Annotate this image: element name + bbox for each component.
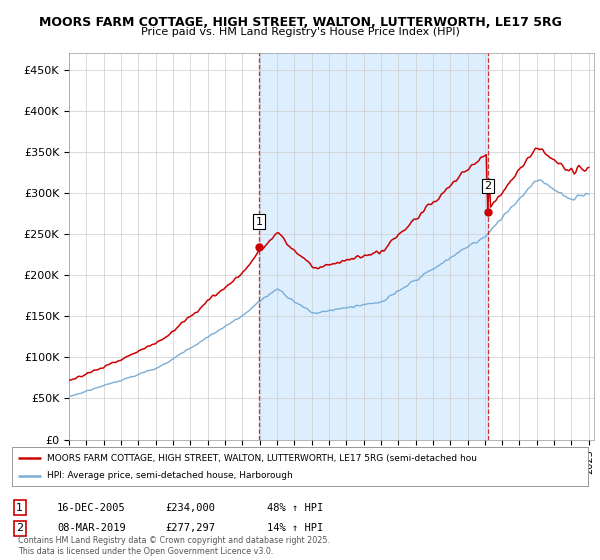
Text: 08-MAR-2019: 08-MAR-2019 <box>57 523 126 533</box>
Text: 2: 2 <box>484 181 491 191</box>
Text: MOORS FARM COTTAGE, HIGH STREET, WALTON, LUTTERWORTH, LE17 5RG: MOORS FARM COTTAGE, HIGH STREET, WALTON,… <box>38 16 562 29</box>
Text: 48% ↑ HPI: 48% ↑ HPI <box>267 503 323 513</box>
Text: 16-DEC-2005: 16-DEC-2005 <box>57 503 126 513</box>
Bar <box>259 53 488 440</box>
Text: 1: 1 <box>256 217 262 227</box>
Text: MOORS FARM COTTAGE, HIGH STREET, WALTON, LUTTERWORTH, LE17 5RG (semi-detached ho: MOORS FARM COTTAGE, HIGH STREET, WALTON,… <box>47 454 476 463</box>
Text: 1: 1 <box>16 503 23 513</box>
Text: Contains HM Land Registry data © Crown copyright and database right 2025.
This d: Contains HM Land Registry data © Crown c… <box>18 536 330 556</box>
Text: HPI: Average price, semi-detached house, Harborough: HPI: Average price, semi-detached house,… <box>47 471 292 480</box>
Text: 14% ↑ HPI: 14% ↑ HPI <box>267 523 323 533</box>
Text: £234,000: £234,000 <box>165 503 215 513</box>
Text: Price paid vs. HM Land Registry's House Price Index (HPI): Price paid vs. HM Land Registry's House … <box>140 27 460 37</box>
Text: £277,297: £277,297 <box>165 523 215 533</box>
Text: 2: 2 <box>16 523 23 533</box>
